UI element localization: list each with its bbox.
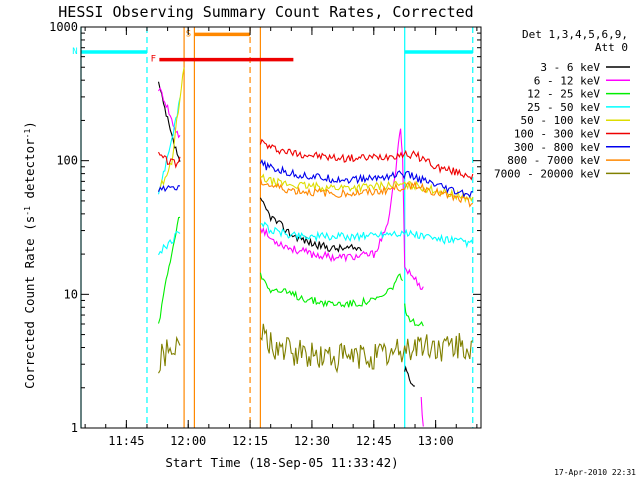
plot-area: NSF [72, 27, 474, 428]
series-line [404, 365, 416, 387]
y-tick-label: 10 [64, 287, 78, 301]
series-line [404, 303, 424, 327]
series-line [259, 197, 362, 253]
legend-label: 25 - 50 keV [527, 101, 600, 114]
legend-header-line-2: Att 0 [595, 41, 628, 54]
series-line [260, 221, 474, 249]
x-tick-label: 11:45 [108, 434, 144, 448]
svg-text:Corrected Count Rate (s-1 dete: Corrected Count Rate (s-1 detector-1) [22, 121, 37, 389]
legend-label: 7000 - 20000 keV [494, 167, 600, 180]
x-tick-label: 13:00 [418, 434, 454, 448]
series-line [259, 158, 473, 199]
series-line [259, 177, 474, 208]
y-axis-label: Corrected Count Rate (s-1 detector-1) [22, 121, 37, 389]
legend-label: 3 - 6 keV [540, 61, 600, 74]
series-line [259, 128, 424, 291]
series-line [259, 272, 404, 308]
series-line [157, 216, 181, 324]
plot-frame [80, 26, 482, 429]
legend-label: 12 - 25 keV [527, 88, 600, 101]
flag-label-f: F [151, 55, 156, 65]
series-line [420, 396, 424, 427]
series-line [259, 138, 474, 181]
y-tick-label: 1 [71, 421, 78, 435]
legend-label: 800 - 7000 keV [507, 154, 600, 167]
legend-label: 300 - 800 keV [514, 141, 600, 154]
x-axis-label: Start Time (18-Sep-05 11:33:42) [165, 455, 398, 470]
series-line [158, 151, 181, 169]
series-line [157, 184, 181, 193]
legend-label: 100 - 300 keV [514, 128, 600, 141]
series-line [158, 335, 181, 374]
x-tick-label: 12:30 [294, 434, 330, 448]
axes: 1 10 100 1000 11:45 12:00 12:15 12:30 12:45 13:00 [49, 20, 482, 448]
series-line [157, 97, 181, 195]
flag-label-n: N [72, 47, 77, 57]
series-line [158, 67, 185, 192]
series-line [158, 230, 181, 256]
x-tick-label: 12:15 [232, 434, 268, 448]
footer-date: 17-Apr-2010 22:31 [554, 468, 636, 477]
legend-header-line-1: Det 1,3,4,5,6,9, [522, 28, 628, 41]
series-line [158, 87, 181, 139]
x-tick-label: 12:45 [356, 434, 392, 448]
series-line [259, 323, 474, 374]
y-tick-label: 100 [56, 154, 78, 168]
legend-label: 6 - 12 keV [534, 74, 601, 87]
chart-title: HESSI Observing Summary Count Rates, Cor… [58, 3, 473, 21]
legend-label: 50 - 100 keV [521, 114, 601, 127]
y-tick-label: 1000 [49, 20, 78, 34]
x-tick-label: 12:00 [170, 434, 206, 448]
